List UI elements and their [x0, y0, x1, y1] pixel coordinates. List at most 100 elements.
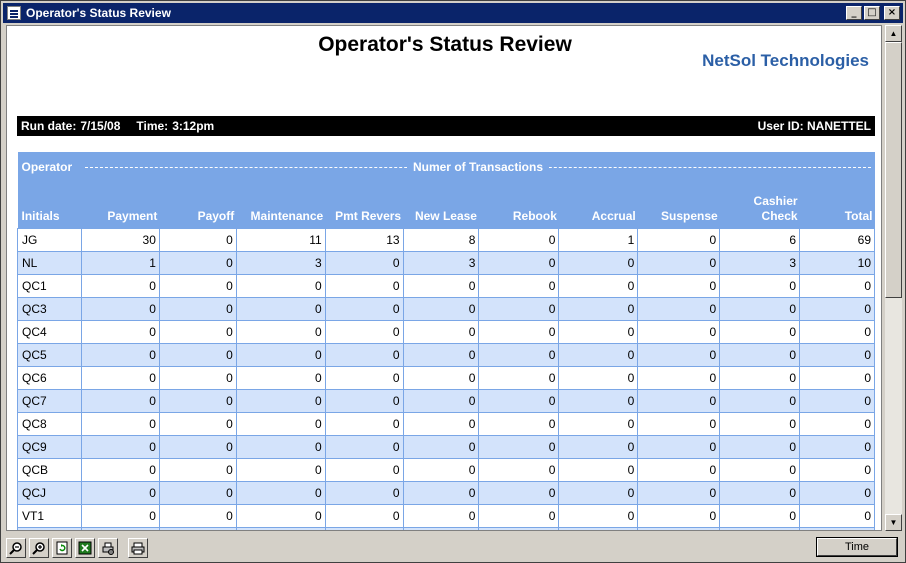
count-cell: 0: [158, 503, 237, 528]
count-cell: 0: [235, 457, 326, 482]
table-row: QC8 0 0 0 0 0 0 0 0 0 0: [17, 411, 875, 436]
count-cell: 0: [719, 457, 801, 482]
count-cell: 0: [402, 411, 480, 436]
print-setup-icon: [102, 542, 114, 555]
count-cell: 0: [637, 388, 721, 413]
count-cell: 0: [235, 503, 326, 528]
count-cell: [80, 526, 160, 530]
count-cell: 0: [80, 342, 160, 367]
count-cell: 0: [719, 434, 801, 459]
count-cell: [719, 526, 801, 530]
count-cell: 13: [324, 227, 404, 252]
table-row: NL 1 0 3 0 3 0 0 0 3 10: [17, 250, 875, 275]
refresh-button[interactable]: [52, 537, 72, 558]
column-header-new-lease: New Lease: [403, 182, 479, 228]
count-cell: 0: [478, 365, 560, 390]
count-cell: 0: [478, 434, 560, 459]
operator-initials-cell: QC3: [17, 296, 82, 321]
count-cell: 0: [80, 388, 160, 413]
run-date-value: 7/15/08: [80, 119, 121, 133]
maximize-button[interactable]: □: [864, 6, 880, 20]
column-header-payment: Payment: [81, 182, 160, 228]
count-cell: 0: [235, 342, 326, 367]
time-value: 3:12pm: [172, 119, 215, 133]
title-bar[interactable]: Operator's Status Review _ □ ×: [3, 3, 903, 23]
count-cell: 10: [799, 250, 875, 275]
count-cell: 0: [478, 457, 560, 482]
count-cell: 0: [402, 434, 480, 459]
minimize-button[interactable]: _: [846, 6, 862, 20]
table-row: QC7 0 0 0 0 0 0 0 0 0 0: [17, 388, 875, 413]
table-row: QCJ 0 0 0 0 0 0 0 0 0 0: [17, 480, 875, 505]
count-cell: 0: [158, 250, 237, 275]
zoom-out-button[interactable]: [6, 537, 26, 558]
print-button[interactable]: [128, 537, 148, 558]
close-button[interactable]: ×: [884, 6, 900, 20]
count-cell: 0: [158, 480, 237, 505]
count-cell: 0: [558, 480, 639, 505]
count-cell: 11: [235, 227, 326, 252]
count-cell: [799, 526, 875, 530]
count-cell: 0: [158, 319, 237, 344]
count-cell: 0: [235, 273, 326, 298]
zoom-out-icon: [9, 541, 22, 555]
time-label: Time:: [136, 119, 169, 133]
operator-initials-cell: NL: [17, 250, 82, 275]
app-icon[interactable]: [7, 6, 21, 20]
count-cell: 0: [719, 411, 801, 436]
count-cell: 0: [478, 503, 560, 528]
count-cell: 0: [235, 480, 326, 505]
column-header-accrual: Accrual: [558, 182, 638, 228]
operator-initials-cell: QC4: [17, 319, 82, 344]
scroll-thumb[interactable]: [885, 42, 902, 298]
count-cell: 0: [80, 503, 160, 528]
vertical-scrollbar[interactable]: ▲ ▼: [885, 25, 902, 531]
table-row: QC3 0 0 0 0 0 0 0 0 0 0: [17, 296, 875, 321]
count-cell: 0: [158, 388, 237, 413]
zoom-in-icon: [32, 541, 45, 555]
excel-export-button[interactable]: [75, 537, 95, 558]
scroll-up-button[interactable]: ▲: [885, 25, 902, 42]
count-cell: 3: [402, 250, 480, 275]
count-cell: 1: [80, 250, 160, 275]
count-cell: 0: [324, 365, 404, 390]
count-cell: 0: [637, 503, 721, 528]
count-cell: 0: [558, 365, 639, 390]
count-cell: 0: [402, 480, 480, 505]
table-row: QC9 0 0 0 0 0 0 0 0 0 0: [17, 434, 875, 459]
count-cell: 3: [235, 250, 326, 275]
window-controls: _ □ ×: [846, 6, 900, 20]
count-cell: 0: [799, 388, 875, 413]
count-cell: 0: [235, 296, 326, 321]
count-cell: 0: [637, 250, 721, 275]
refresh-icon: [56, 541, 68, 554]
report-viewport: Operator's Status Review NetSol Technolo…: [6, 25, 882, 531]
count-cell: 0: [324, 411, 404, 436]
column-header-initials: Initials: [17, 182, 82, 228]
count-cell: 0: [324, 388, 404, 413]
count-cell: 0: [80, 273, 160, 298]
count-cell: 69: [799, 227, 875, 252]
count-cell: 0: [478, 480, 560, 505]
operator-initials-cell: VT1: [17, 503, 82, 528]
table-row: VT1 0 0 0 0 0 0 0 0 0 0: [17, 503, 875, 528]
scroll-down-button[interactable]: ▼: [885, 514, 902, 531]
column-header-suspense: Suspense: [637, 182, 720, 228]
count-cell: 0: [402, 503, 480, 528]
operator-initials-cell: QC5: [17, 342, 82, 367]
print-setup-button[interactable]: [98, 537, 118, 558]
count-cell: 0: [799, 365, 875, 390]
count-cell: 0: [158, 342, 237, 367]
count-cell: 0: [558, 411, 639, 436]
count-cell: 0: [80, 319, 160, 344]
count-cell: 0: [799, 434, 875, 459]
count-cell: 0: [719, 342, 801, 367]
table-row: JG 30 0 11 13 8 0 1 0 6 69: [17, 227, 875, 252]
window-title: Operator's Status Review: [26, 6, 171, 20]
time-button[interactable]: Time: [816, 537, 898, 557]
table-body: JG 30 0 11 13 8 0 1 0 6 69 NL 1 0 3 0 3 0 0 0 3 10 QC1 0 0 0 0 0 0 0 0…: [17, 227, 875, 530]
count-cell: 0: [80, 296, 160, 321]
column-header-payoff: Payoff: [159, 182, 237, 228]
zoom-in-button[interactable]: [29, 537, 49, 558]
count-cell: 0: [558, 250, 639, 275]
